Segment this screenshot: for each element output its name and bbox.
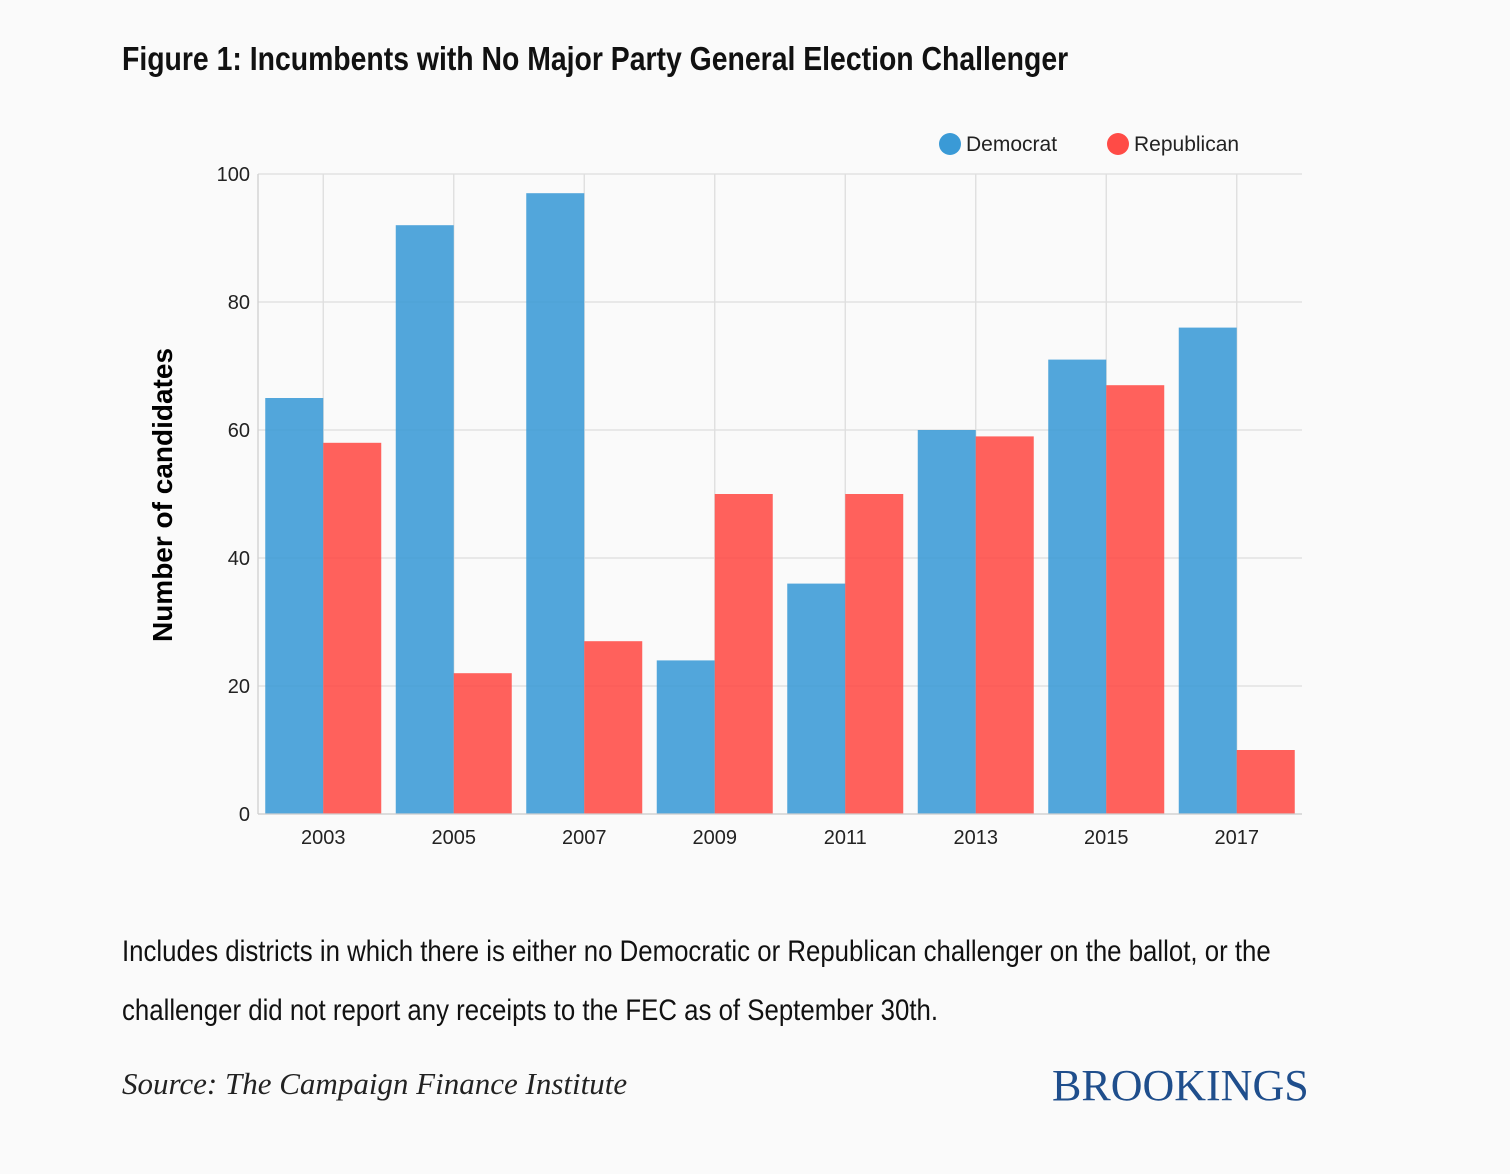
x-tick-label: 2009 bbox=[693, 827, 738, 849]
bar-chart: 0 20 40 60 80 100 2003 2005 2007 2009 2011 2013 2015… bbox=[147, 133, 1302, 849]
democrat-bar-2003 bbox=[265, 398, 324, 814]
republican-bar-2011 bbox=[845, 494, 904, 814]
axes: 0 20 40 60 80 100 2003 2005 2007 2009 2011 2013 2015… bbox=[217, 164, 1302, 849]
republican-bar-2007 bbox=[584, 641, 643, 814]
republican-bar-2009 bbox=[714, 494, 773, 814]
y-tick-label: 20 bbox=[228, 676, 250, 698]
republican-bar-2013 bbox=[975, 436, 1034, 814]
legend: Democrat Republican bbox=[939, 133, 1239, 156]
x-tick-label: 2017 bbox=[1215, 827, 1260, 849]
chart-title: Figure 1: Incumbents with No Major Party… bbox=[122, 40, 1069, 77]
republican-bar-2017 bbox=[1236, 750, 1295, 814]
legend-democrat-marker bbox=[939, 133, 961, 155]
democrat-bar-2011 bbox=[787, 583, 846, 814]
x-tick-label: 2015 bbox=[1084, 827, 1129, 849]
democrat-bar-2015 bbox=[1048, 359, 1107, 814]
x-tick-label: 2007 bbox=[562, 827, 607, 849]
democrat-bar-2017 bbox=[1178, 327, 1237, 814]
legend-republican: Republican bbox=[1107, 133, 1239, 156]
legend-republican-label: Republican bbox=[1134, 133, 1239, 156]
y-axis-label: Number of candidates bbox=[147, 348, 178, 642]
brookings-logo: BROOKINGS bbox=[1052, 1061, 1309, 1110]
y-tick-label: 80 bbox=[228, 292, 250, 314]
x-tick-label: 2003 bbox=[301, 827, 346, 849]
republican-bar-2005 bbox=[453, 673, 512, 814]
chart-note: Includes districts in which there is eit… bbox=[122, 935, 1271, 1027]
legend-democrat: Democrat bbox=[939, 133, 1057, 156]
bars bbox=[265, 193, 1295, 814]
republican-bar-2015 bbox=[1106, 385, 1165, 814]
y-tick-label: 40 bbox=[228, 548, 250, 570]
democrat-bar-2005 bbox=[395, 225, 454, 814]
source-note: Source: The Campaign Finance Institute bbox=[122, 1066, 628, 1101]
democrat-bar-2007 bbox=[526, 193, 585, 814]
legend-republican-marker bbox=[1107, 133, 1129, 155]
republican-bar-2003 bbox=[323, 442, 382, 814]
x-tick-label: 2011 bbox=[824, 827, 867, 849]
democrat-bar-2009 bbox=[656, 660, 715, 814]
democrat-bar-2013 bbox=[917, 430, 976, 814]
x-tick-label: 2013 bbox=[954, 827, 999, 849]
x-tick-label: 2005 bbox=[432, 827, 477, 849]
y-tick-label: 60 bbox=[228, 420, 250, 442]
y-tick-label: 0 bbox=[239, 804, 250, 826]
legend-democrat-label: Democrat bbox=[966, 133, 1057, 156]
y-tick-label: 100 bbox=[217, 164, 250, 186]
